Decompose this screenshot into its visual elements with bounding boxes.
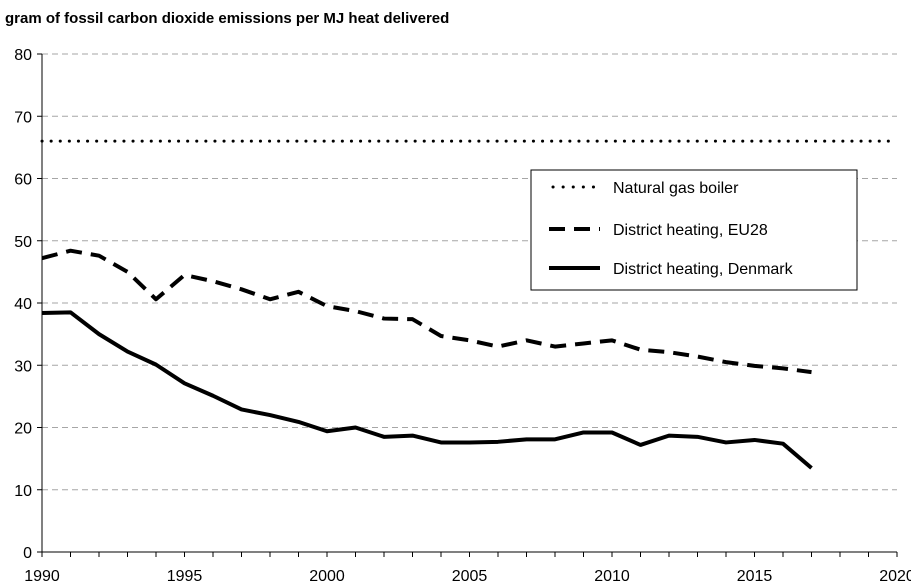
y-tick-label-50: 50 [14, 234, 32, 251]
series-lines [40, 139, 899, 470]
x-tick-label-2000: 2000 [309, 568, 345, 585]
x-tick-label-1990: 1990 [24, 568, 60, 585]
legend-label-0: Natural gas boiler [613, 180, 739, 197]
y-tick-label-80: 80 [14, 47, 32, 64]
y-tick-label-40: 40 [14, 296, 32, 313]
y-tick-label-70: 70 [14, 109, 32, 126]
series-line-1 [41, 248, 812, 375]
x-tick-label-1995: 1995 [167, 568, 203, 585]
x-tick-label-2020: 2020 [879, 568, 911, 585]
y-tick-label-30: 30 [14, 358, 32, 375]
y-tick-label-60: 60 [14, 172, 32, 189]
x-tick-label-2015: 2015 [737, 568, 773, 585]
x-tick-label-2005: 2005 [452, 568, 488, 585]
x-tick-label-2010: 2010 [594, 568, 630, 585]
x-axis-ticks: 1990 1995 2000 2005 2010 2015 2020 [24, 552, 911, 585]
axes [41, 54, 897, 553]
legend-label-2: District heating, Denmark [613, 261, 794, 278]
legend: Natural gas boiler District heating, EU28… [530, 169, 858, 291]
y-axis-ticks: 0 10 20 30 40 50 60 70 80 [14, 47, 42, 562]
y-tick-label-20: 20 [14, 421, 32, 438]
y-tick-label-10: 10 [14, 483, 32, 500]
legend-label-1: District heating, EU28 [613, 222, 768, 239]
y-tick-label-0: 0 [23, 545, 32, 562]
series-line-2 [41, 310, 813, 470]
chart-title: gram of fossil carbon dioxide emissions … [5, 10, 449, 27]
